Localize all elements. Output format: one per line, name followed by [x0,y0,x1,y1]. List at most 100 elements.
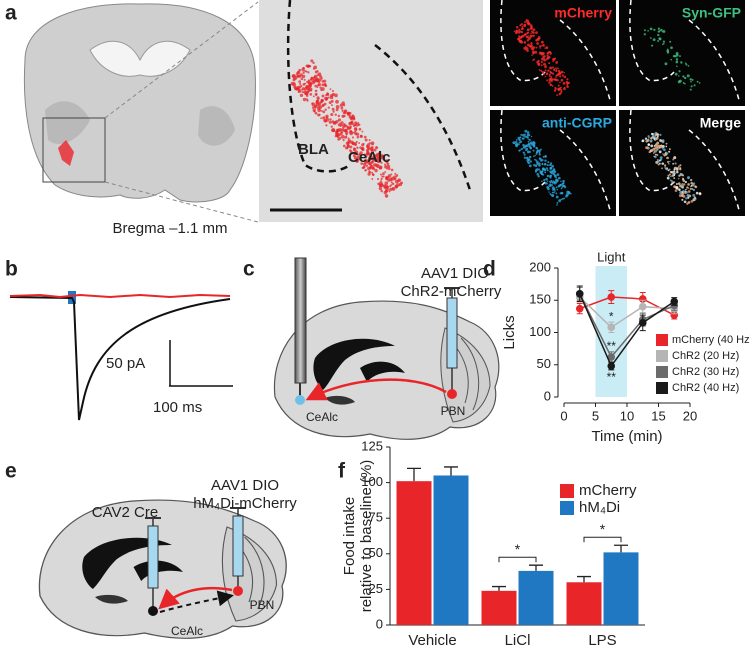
fluorescence-dot [354,150,359,155]
y-tick-label: 0 [376,616,383,631]
fluorescence-dot [313,110,316,113]
fluorescence-dot [373,163,377,167]
fluorescence-dot [650,139,653,143]
fluorescence-dot [559,81,561,84]
fluorescence-dot [558,93,561,96]
fluorescence-dot [544,181,548,185]
fluorescence-dot [381,154,384,158]
fluorescence-dot [540,64,543,67]
fluorescence-dot [367,161,371,165]
fluorescence-dot [338,128,343,132]
fluorescence-dot [659,133,662,137]
fluorescence-dot [318,113,321,116]
fluorescence-dot [679,191,683,194]
fluorescence-dot [530,147,532,150]
fluorescence-dot [325,124,328,127]
fluorescence-dot [293,85,297,89]
fluorescence-dot [529,34,533,38]
fluorescence-dot [544,65,547,69]
fluorescence-dot [343,129,346,133]
fluorescence-dot [364,138,368,142]
fluorescence-dot [677,182,681,186]
fluorescence-dot [689,88,692,91]
fluorescence-dot [528,150,531,154]
fluorescence-dot [349,149,352,152]
fluorescence-dot [547,187,550,191]
fluorescence-dot [548,62,551,65]
fluorescence-dot [665,168,668,171]
fluorescence-dot [299,82,302,86]
fluorescence-dot [549,75,551,77]
zoom-panel: BLA CeAlc [259,0,483,222]
fluorescence-dot [335,105,340,109]
fluorescence-dot [668,150,671,153]
fluorescence-dot [334,113,337,116]
fluorescence-dot [346,125,349,128]
data-point [607,293,616,301]
legend-label: mCherry (40 Hz) [672,334,750,346]
region-label: CeAlc [348,149,391,166]
fluorescence-dot [554,190,556,192]
fluorescence-dot [377,157,380,160]
fluorescence-dot [342,139,345,142]
fluorescence-dot [548,73,551,76]
fluorescence-dot [696,80,699,83]
fluorescence-dot [673,173,676,175]
fluorescence-dot [553,191,555,194]
fluorescence-dot [675,185,679,189]
fluorescence-dot [518,39,522,43]
fluorescence-dot [351,136,355,139]
data-point [575,290,584,298]
fluorescence-dot [526,28,530,32]
fluorescence-dot [352,131,355,134]
fluorescence-dot [661,162,665,165]
fluorescence-dot [523,21,526,24]
fluorescence-dot [655,161,658,164]
fluorescence-dot [526,136,529,139]
fluorescence-dot [663,148,666,152]
series-line [579,293,675,368]
fluorescence-dot [355,140,358,143]
fluorescence-dot [545,72,549,75]
fluorescence-dot [670,58,673,61]
fluorescence-dot [329,118,332,121]
fluorescence-dot [665,152,669,155]
fluorescence-dot [552,58,554,61]
fluorescence-dot [389,187,393,191]
fluorescence-dot [530,25,533,29]
fluorescence-dot [555,192,558,195]
fluorescence-dot [536,38,540,41]
fluorescence-dot [353,127,358,131]
fluorescence-dot [563,75,567,79]
fluorescence-dot [559,183,562,187]
fluorescence-dot [540,148,542,151]
fluorescence-dot [524,48,527,51]
fluorescence-dot [372,173,375,176]
fluorescence-dot [523,41,527,44]
fluorescence-dot [518,28,521,31]
fluorescence-dot [549,66,553,70]
fluorescence-dot [545,177,548,181]
fluorescence-dot [566,84,569,87]
fluorescence-dot [557,84,560,87]
fluorescence-dot [566,85,569,89]
fluorescence-dot [677,166,680,169]
fluorescence-dot [360,134,363,138]
channel-image [619,0,745,106]
fluorescence-dot [529,160,533,163]
fluorescence-dot [647,143,650,146]
fluorescence-dot [390,168,394,172]
fluorescence-dot [343,124,348,128]
fluorescence-dot [345,146,348,150]
fluorescence-dot [387,174,392,178]
fluorescence-dot [693,84,696,87]
fluorescence-dot [372,155,376,159]
fluorescence-dot [662,40,666,43]
legend-label: ChR2 (30 Hz) [672,366,739,378]
fluorescence-dot [315,93,318,96]
fluorescence-dot [312,67,315,70]
fluorescence-dot [302,97,307,102]
bar [566,582,602,625]
fluorescence-dot [691,78,694,81]
panel-label: d [483,258,496,281]
